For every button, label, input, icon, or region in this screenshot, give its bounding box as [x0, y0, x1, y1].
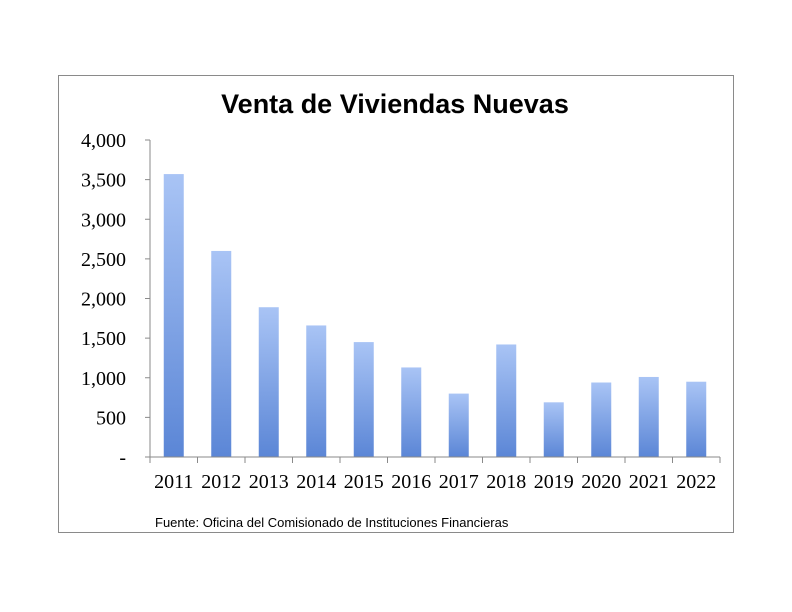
chart-title: Venta de Viviendas Nuevas	[221, 89, 569, 119]
bar-2021	[638, 376, 659, 457]
x-tick-label: 2015	[344, 471, 384, 493]
y-axis: - 500 1,000 1,500 2,000 2,500 3,000 3,500 4,000	[81, 130, 150, 469]
x-tick-label: 2017	[439, 471, 479, 493]
y-tick-label: 3,500	[81, 170, 126, 192]
x-tick-label: 2021	[629, 471, 669, 493]
x-tick-label: 2013	[249, 471, 289, 493]
x-tick-label: 2016	[391, 471, 431, 493]
bar-2014	[306, 325, 327, 457]
x-tick-label: 2018	[486, 471, 526, 493]
x-axis: 2011 2012 2013 2014 2015 2016 2017 2018 2019 2020…	[149, 457, 721, 493]
bar-2017	[448, 393, 469, 457]
y-tick-label: 4,000	[81, 130, 126, 152]
source-note: Fuente: Oficina del Comisionado de Insti…	[155, 515, 509, 530]
x-tick-label: 2020	[581, 471, 621, 493]
y-tick-label: 3,000	[81, 209, 126, 231]
bar-2022	[686, 381, 707, 457]
bar-2011	[163, 174, 184, 457]
bar-2019	[543, 402, 564, 457]
x-tick-label: 2014	[296, 471, 336, 493]
bar-2013	[258, 307, 279, 457]
x-tick-label: 2012	[201, 471, 241, 493]
y-tick-label: -	[119, 447, 126, 469]
bar-2015	[353, 342, 374, 457]
x-tick-label: 2022	[676, 471, 716, 493]
bars	[163, 174, 707, 457]
bar-2016	[401, 367, 422, 457]
bar-2020	[591, 382, 612, 457]
y-tick-label: 500	[96, 407, 126, 429]
y-tick-label: 1,000	[81, 368, 126, 390]
bar-2018	[496, 344, 517, 457]
bar-2012	[211, 250, 232, 457]
x-tick-label: 2011	[154, 471, 193, 493]
x-tick-label: 2019	[534, 471, 574, 493]
y-tick-label: 1,500	[81, 328, 126, 350]
y-tick-label: 2,500	[81, 249, 126, 271]
y-tick-label: 2,000	[81, 289, 126, 311]
